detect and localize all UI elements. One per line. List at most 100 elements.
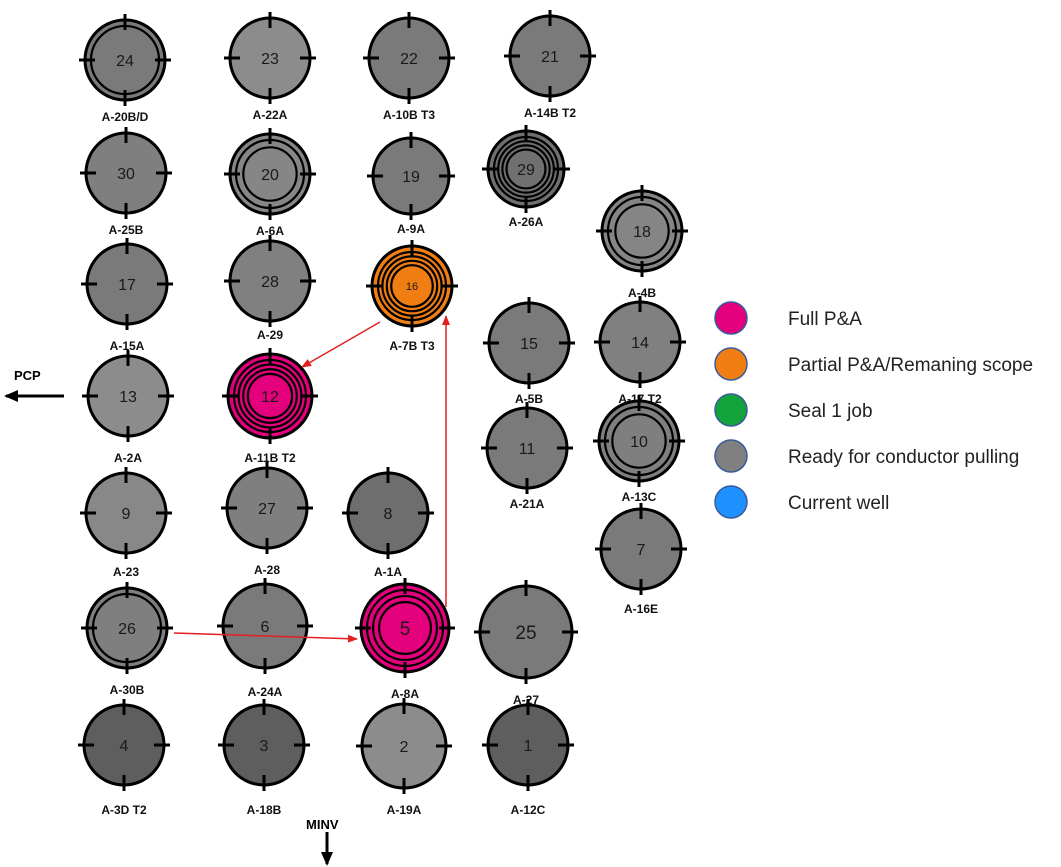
legend-item-ready: Ready for conductor pulling (714, 439, 1019, 473)
legend-label: Seal 1 job (788, 401, 873, 422)
well-number: 18 (633, 224, 651, 241)
well-label: A-12C (511, 803, 546, 817)
casing-ring (614, 203, 670, 259)
well-number: 10 (630, 434, 648, 451)
well-slot-19: 19 A-9A (367, 132, 455, 236)
well-number: 29 (517, 162, 535, 179)
well-label: A-9A (397, 222, 425, 236)
well-label: A-26A (509, 215, 544, 229)
well-number: 3 (260, 738, 269, 755)
well-number: 9 (122, 506, 131, 523)
well-number: 15 (520, 336, 538, 353)
well-slot-29: 29 A-26A (482, 125, 570, 229)
casing-ring (237, 363, 303, 429)
legend-swatch (714, 301, 748, 335)
well-label: A-14B T2 (524, 106, 576, 120)
well-number: 21 (541, 49, 559, 66)
well-number: 16 (406, 281, 418, 293)
well-slot-10: 10 A-13C (593, 395, 685, 504)
legend-item-current: Current well (714, 485, 889, 519)
well-slot-2: 2 A-19A (356, 698, 452, 817)
well-slot-3: 3 A-18B (218, 699, 310, 817)
well-label: A-10B T3 (383, 108, 435, 122)
well-label: A-11B T2 (244, 451, 296, 465)
well-label: A-13C (622, 490, 657, 504)
legend-label: Current well (788, 493, 889, 514)
well-number: 1 (524, 738, 533, 755)
well-label: A-20B/D (102, 110, 149, 124)
legend-label: Full P&A (788, 309, 862, 330)
legend-item-full_pa: Full P&A (714, 301, 862, 335)
legend-swatch (714, 485, 748, 519)
well-slot-17: 17 A-15A (81, 238, 173, 353)
well-slot-7: 7 A-16E (595, 503, 687, 616)
pcp-label: PCP (14, 368, 41, 383)
legend-label: Ready for conductor pulling (788, 447, 1019, 468)
well-number: 30 (117, 166, 135, 183)
casing-ring (378, 600, 433, 655)
well-number: 20 (261, 167, 279, 184)
well-number: 8 (384, 506, 393, 523)
legend-item-partial_pa: Partial P&A/Remaning scope (714, 347, 1033, 381)
well-slot-6: 6 A-24A (217, 578, 313, 699)
well-label: A-19A (387, 803, 422, 817)
casing-ring (505, 148, 547, 190)
well-slot-25: 25 A-27 (474, 580, 578, 707)
well-number: 14 (631, 335, 649, 352)
sequence-arrow-16-to-12 (301, 321, 381, 368)
well-label: A-15A (110, 339, 145, 353)
well-number: 28 (261, 274, 279, 291)
well-number: 11 (519, 441, 536, 458)
well-slot-14: 14A-17 T2 (594, 296, 686, 406)
well-slot-30: 30 A-25B (80, 127, 172, 237)
well-slot-24: 24 A-20B/D (79, 14, 171, 124)
well-slot-15: 15 A-5B (483, 297, 575, 406)
legend: Full P&A Partial P&A/Remaning scope Seal 1… (714, 301, 1033, 519)
well-slot-9: 9 A-23 (80, 467, 172, 579)
well-slot-20: 20 A-6A (224, 128, 316, 238)
well-slot-23: 23 A-22A (224, 12, 316, 122)
well-slot-4: 4 A-3D T2 (78, 699, 170, 817)
well-number: 25 (515, 623, 536, 644)
well-slot-26: 26 A-30B (81, 582, 173, 697)
well-label: A-16E (624, 602, 658, 616)
well-slot-27: 27 A-28 (221, 462, 313, 577)
well-slot-21: 21 A-14B T2 (504, 10, 596, 120)
casing-ring (242, 368, 298, 424)
well-label: A-18B (247, 803, 282, 817)
well-label: A-22A (253, 108, 288, 122)
legend-item-seal_job: Seal 1 job (714, 393, 873, 427)
casing-ring (381, 255, 443, 317)
casing-ring (501, 144, 551, 194)
well-label: A-24A (248, 685, 283, 699)
well-label: A-28 (254, 563, 280, 577)
well-number: 7 (637, 542, 646, 559)
well-number: 13 (119, 389, 137, 406)
legend-swatch (714, 393, 748, 427)
casing-ring (390, 264, 434, 308)
well-label: A-7B T3 (389, 339, 435, 353)
casing-ring (385, 259, 439, 313)
well-number: 5 (400, 619, 411, 640)
well-number: 19 (402, 169, 420, 186)
minv-label: MINV (306, 817, 339, 832)
well-label: A-6A (256, 224, 284, 238)
well-number: 12 (261, 389, 279, 406)
well-label: A-1A (374, 565, 402, 579)
well-slot-16: 16 A-7B T3 (366, 240, 458, 353)
well-label: A-25B (109, 223, 144, 237)
well-slot-13: 13 A-2A (82, 350, 174, 465)
well-number: 6 (261, 619, 270, 636)
legend-swatch (714, 347, 748, 381)
well-label: A-8A (391, 687, 419, 701)
well-slot-12: 12 A-11B T2 (222, 348, 318, 465)
well-number: 2 (400, 739, 409, 756)
well-number: 17 (118, 277, 136, 294)
well-label: A-3D T2 (101, 803, 147, 817)
well-number: 24 (116, 53, 134, 70)
well-slot-18: 18 A-4B (596, 185, 688, 300)
well-slot-1: 1 A-12C (482, 699, 574, 817)
well-label: A-2A (114, 451, 142, 465)
well-number: 4 (120, 738, 129, 755)
